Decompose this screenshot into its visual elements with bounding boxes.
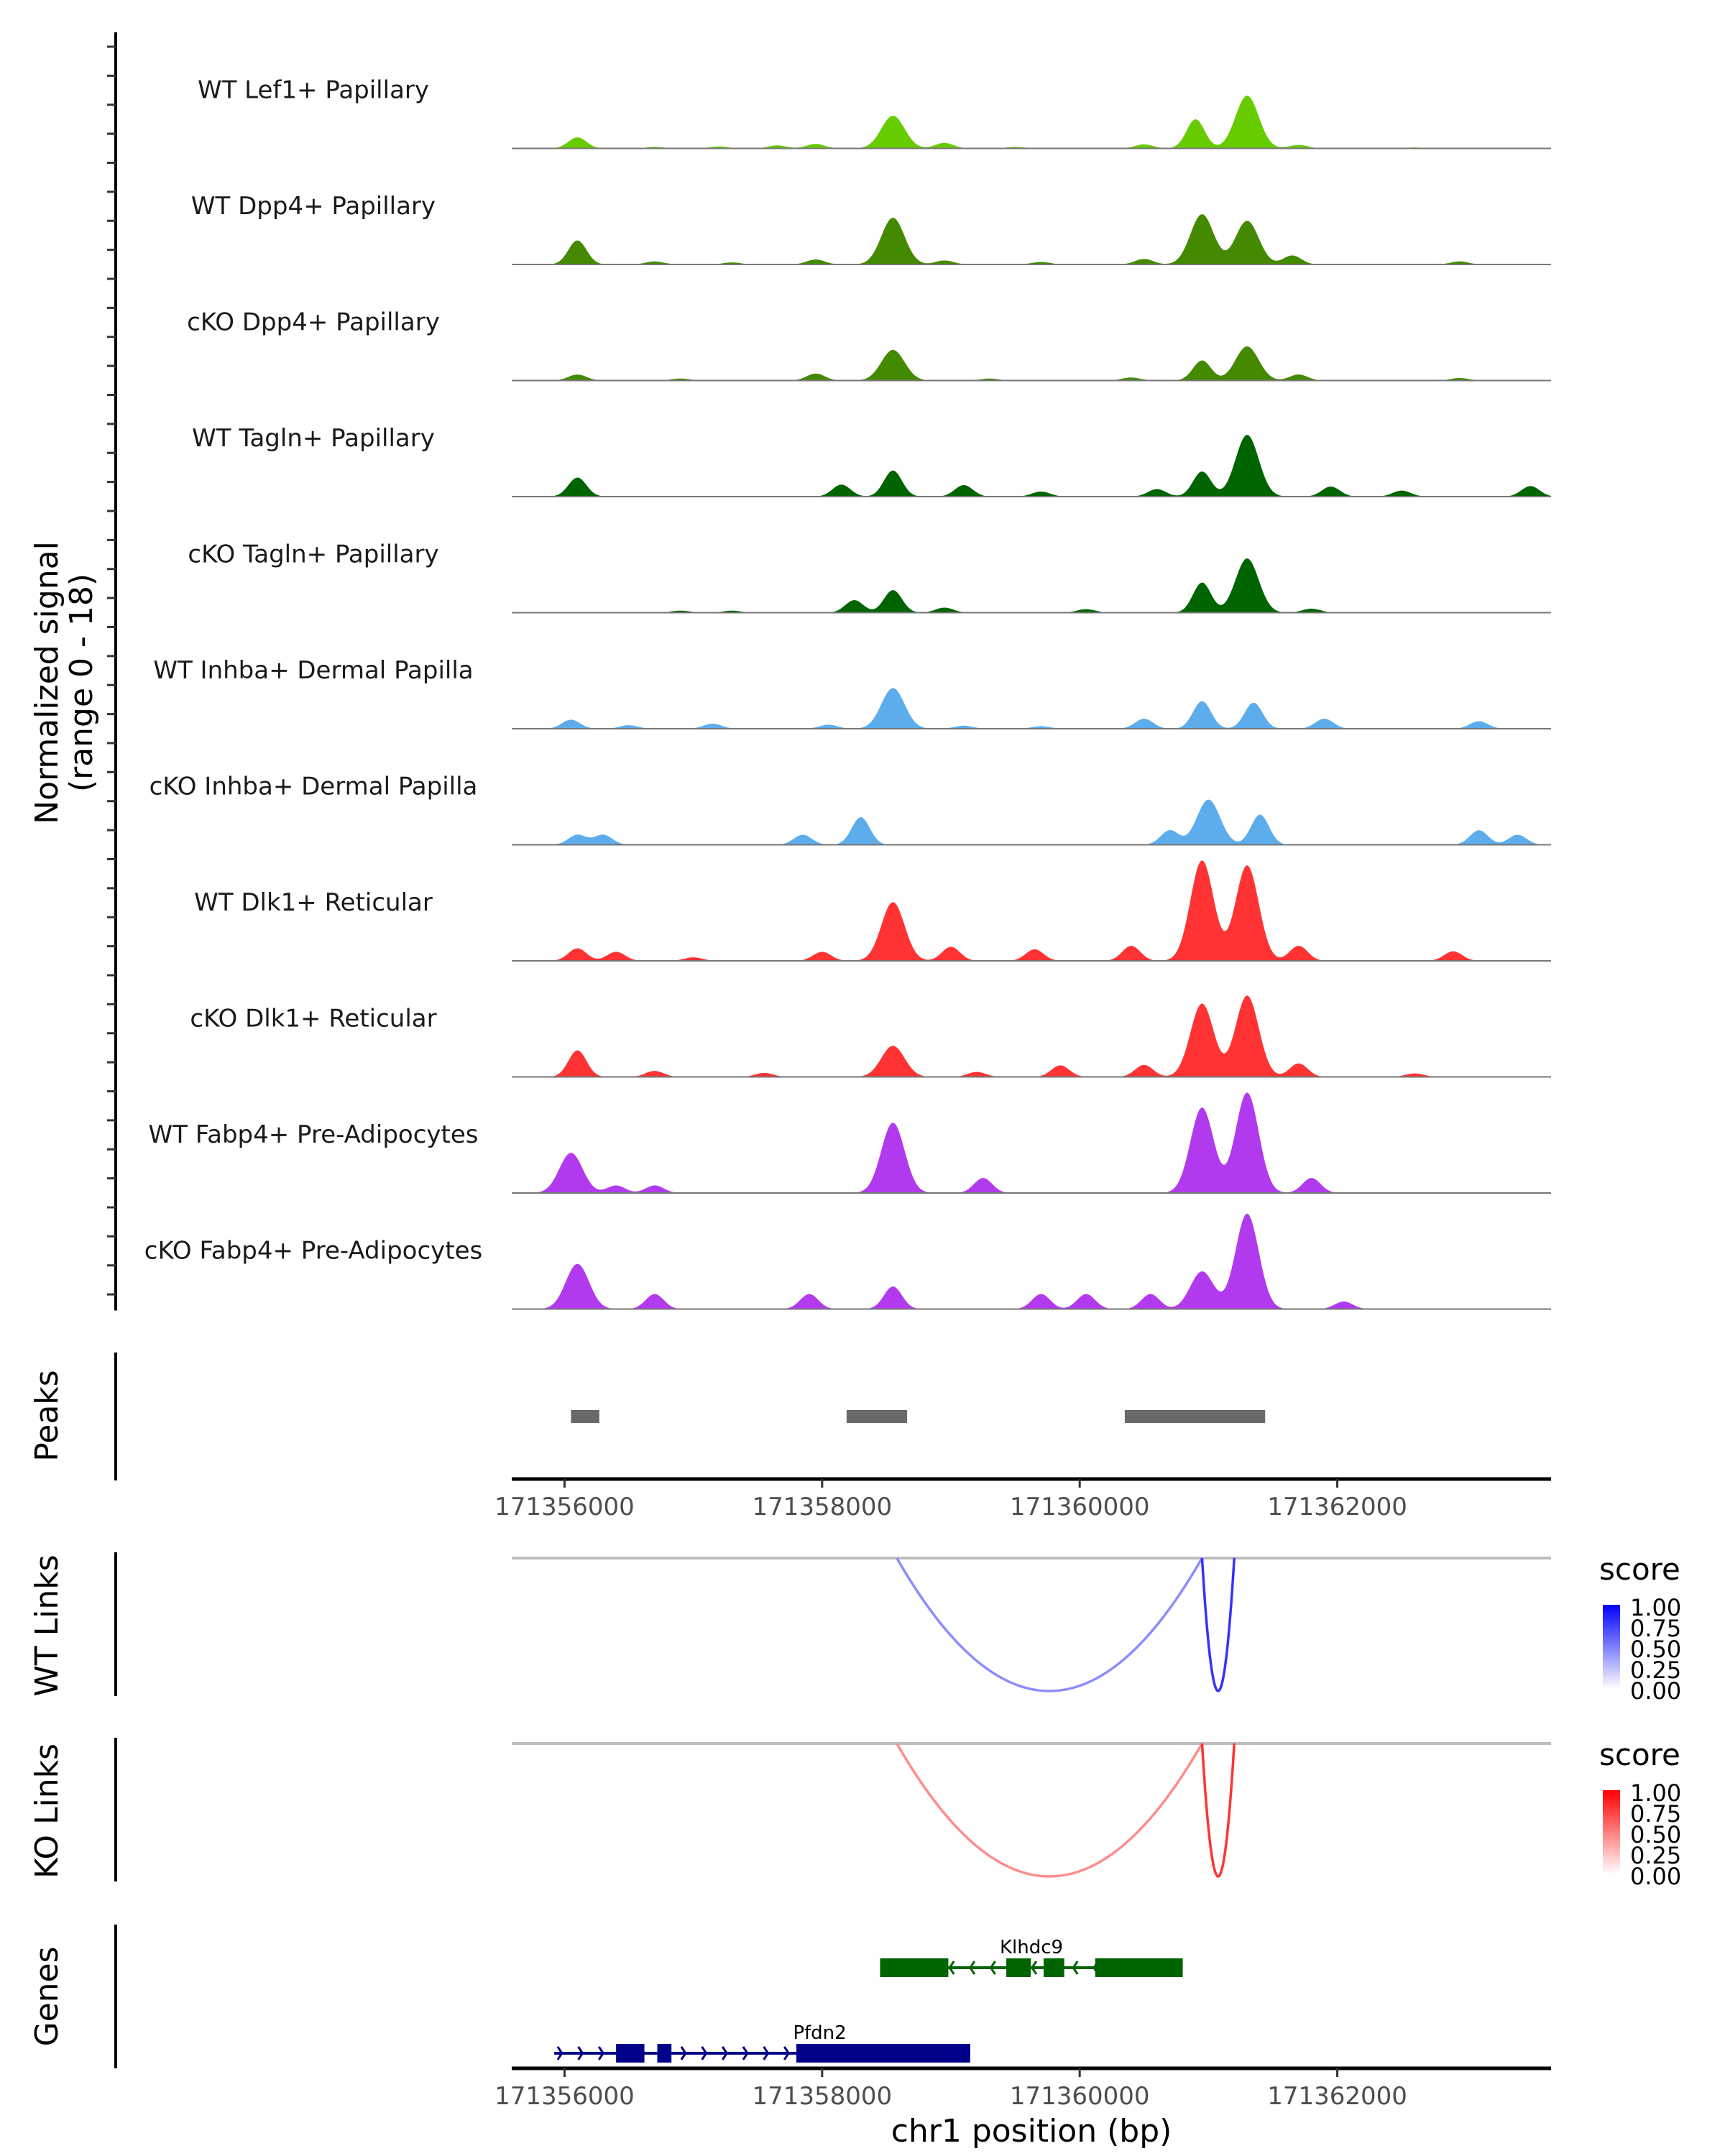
coverage-area — [512, 688, 1551, 729]
coverage-area — [512, 214, 1551, 264]
legend-tick-label: 0.00 — [1630, 1677, 1681, 1705]
strand-arrow-icon — [721, 2046, 729, 2060]
genes-track: Klhdc9 Pfdn2 — [554, 1937, 1183, 2063]
gene-exon — [657, 2044, 672, 2063]
track-label: cKO Fabp4+ Pre-Adipocytes — [144, 1237, 483, 1266]
legend-tick-label: 0.75 — [1630, 1615, 1681, 1642]
gene-exon — [616, 2044, 645, 2063]
strand-arrow-icon — [742, 2046, 749, 2060]
strand-arrow-icon — [577, 2046, 584, 2060]
coverage-area — [512, 995, 1551, 1077]
coverage-area — [512, 1213, 1551, 1309]
x-tick-label: 171362000 — [1267, 2082, 1407, 2111]
legend-tick-label: 1.00 — [1630, 1594, 1681, 1621]
legend-tick-label: 0.50 — [1630, 1821, 1681, 1848]
strand-arrow-icon — [556, 2046, 564, 2060]
legend-tick-label: 0.25 — [1630, 1842, 1681, 1869]
legend-tick-label: 0.75 — [1630, 1800, 1681, 1828]
coverage-area — [512, 96, 1551, 149]
y-axis-title-line2: (range 0 - 18) — [63, 573, 100, 792]
strand-arrow-icon — [783, 2046, 791, 2060]
strand-arrow-icon — [1072, 1961, 1079, 1975]
strand-arrow-icon — [597, 2046, 605, 2060]
gene-exon — [1006, 1958, 1031, 1977]
legend-title: score — [1599, 1552, 1680, 1587]
legend-tick-label: 1.00 — [1630, 1779, 1681, 1807]
x-tick-label: 171362000 — [1267, 1493, 1407, 1521]
track-label: WT Tagln+ Papillary — [192, 424, 435, 453]
x-tick-label: 171358000 — [752, 1493, 892, 1521]
peak-region — [1124, 1410, 1266, 1423]
genes-track-label: Genes — [29, 1946, 65, 2046]
coverage-area — [512, 558, 1551, 613]
strand-arrow-icon — [701, 2046, 708, 2060]
legend-colorbar — [1603, 1605, 1620, 1689]
ko-score-legend: score 1.000.750.500.250.00 — [1599, 1737, 1681, 1890]
coverage-y-axis — [107, 32, 117, 1311]
peak-region — [846, 1410, 908, 1423]
strand-arrow-icon — [1031, 1961, 1038, 1975]
peak-region — [571, 1410, 599, 1423]
strand-arrow-icon — [989, 1961, 996, 1975]
legend-tick-label: 0.50 — [1630, 1636, 1681, 1663]
x-axis-title: chr1 position (bp) — [891, 2113, 1172, 2150]
link-arc — [1200, 1743, 1236, 1878]
track-label: cKO Inhba+ Dermal Papilla — [150, 773, 478, 801]
x-tick-label: 171360000 — [1010, 1493, 1150, 1521]
legend-tick-label: 0.25 — [1630, 1657, 1681, 1684]
legend-tick-label: 0.00 — [1630, 1863, 1681, 1890]
gene-exon — [1095, 1958, 1183, 1977]
ko-links-track-label: KO Links — [29, 1743, 65, 1879]
track-label: WT Dlk1+ Reticular — [194, 888, 433, 917]
link-arc — [896, 1743, 1203, 1878]
gene-exon — [796, 2044, 970, 2063]
strand-arrow-icon — [680, 2046, 687, 2060]
track-label: WT Inhba+ Dermal Papilla — [153, 656, 473, 685]
peaks-track-label: Peaks — [29, 1370, 65, 1461]
coverage-area — [512, 799, 1551, 845]
x-tick-label: 171360000 — [1010, 2082, 1150, 2111]
coverage-area — [512, 1092, 1551, 1193]
track-label: cKO Dpp4+ Papillary — [187, 308, 440, 337]
coverage-area — [512, 346, 1551, 381]
wt-links-track-label: WT Links — [29, 1554, 65, 1696]
coverage-tracks: WT Lef1+ Papillary WT Dpp4+ Papillary cKO … — [144, 76, 1551, 1310]
y-axis-title-line1: Normalized signal — [29, 541, 65, 824]
track-label: WT Fabp4+ Pre-Adipocytes — [149, 1120, 479, 1149]
track-label: cKO Tagln+ Papillary — [188, 540, 438, 569]
track-label: WT Lef1+ Papillary — [198, 76, 429, 105]
legend-colorbar — [1603, 1790, 1620, 1874]
gene-label: Klhdc9 — [1000, 1937, 1063, 1958]
coverage-area — [512, 434, 1551, 497]
coverage-area — [512, 860, 1551, 961]
wt-links-track — [512, 1557, 1551, 1692]
x-tick-label: 171356000 — [494, 1493, 635, 1521]
x-axis-bottom: 171356000 171358000 171360000 171362000 — [494, 2066, 1551, 2111]
gene-exon — [1044, 1958, 1064, 1977]
strand-arrow-icon — [969, 1961, 976, 1975]
strand-arrow-icon — [763, 2046, 770, 2060]
x-tick-label: 171356000 — [494, 2082, 635, 2111]
track-label: WT Dpp4+ Papillary — [191, 192, 436, 221]
legend-title: score — [1599, 1737, 1680, 1772]
wt-score-legend: score 1.000.750.500.250.00 — [1599, 1552, 1681, 1705]
link-arc — [1200, 1557, 1236, 1692]
peaks-track — [571, 1410, 1266, 1423]
link-arc — [896, 1557, 1203, 1692]
track-label: cKO Dlk1+ Reticular — [190, 1005, 436, 1033]
x-axis-middle: 171356000 171358000 171360000 171362000 — [494, 1477, 1551, 1521]
gene-exon — [880, 1958, 949, 1977]
gene-label: Pfdn2 — [793, 2022, 846, 2044]
x-tick-label: 171358000 — [752, 2082, 892, 2111]
ko-links-track — [512, 1742, 1551, 1878]
strand-arrow-icon — [948, 1961, 955, 1975]
